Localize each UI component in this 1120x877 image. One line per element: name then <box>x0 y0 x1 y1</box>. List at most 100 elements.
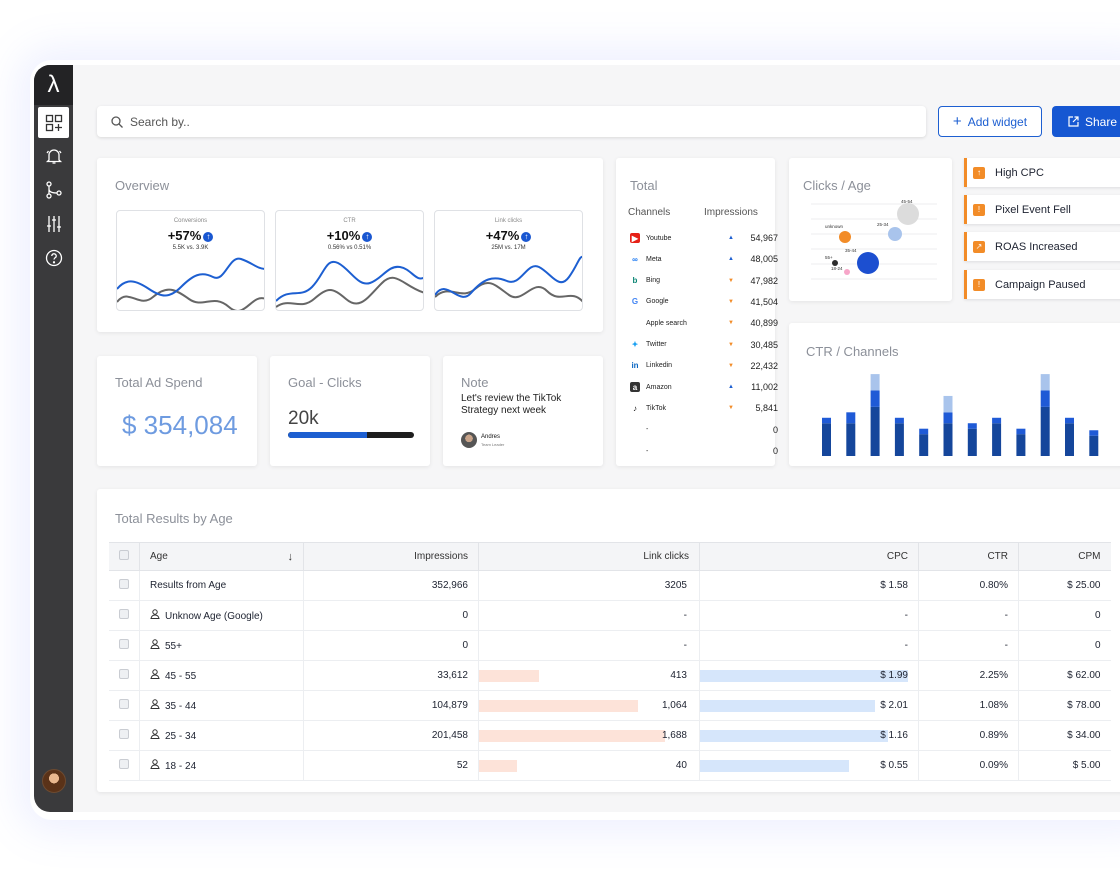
ctr-bar-segment[interactable] <box>1040 406 1050 456</box>
ctr-bar-segment[interactable] <box>1016 428 1026 435</box>
ctr-bar-segment[interactable] <box>943 412 953 424</box>
row-checkbox[interactable] <box>119 669 129 679</box>
channel-row[interactable]: Apple search ▼ 40,899 <box>630 316 778 330</box>
ctr-bar-segment[interactable] <box>919 434 929 456</box>
row-checkbox[interactable] <box>119 729 129 739</box>
ctr-bar-segment[interactable] <box>870 390 880 407</box>
row-checkbox[interactable] <box>119 609 129 619</box>
help-icon[interactable] <box>43 247 64 268</box>
dashboard-add-icon[interactable] <box>38 107 69 138</box>
table-row[interactable]: 35 - 44 104,879 1,064 $ 2.01 1.08% $ 78.00 <box>109 690 1111 721</box>
search-input[interactable] <box>130 114 730 129</box>
ctr-bar-segment[interactable] <box>1065 423 1074 456</box>
age-cell: 18 - 24 <box>139 750 304 781</box>
row-checkbox[interactable] <box>119 639 129 649</box>
ctr-card[interactable]: CTR +10% ↑ 0.56% vs 0.51% <box>275 210 424 311</box>
ctr-bar-segment[interactable] <box>1065 417 1074 424</box>
sliders-icon[interactable] <box>43 213 64 234</box>
channel-row[interactable]: -0 <box>630 423 778 437</box>
cpc-value: $ 0.55 <box>880 760 908 771</box>
ctr-bar-segment[interactable] <box>1016 434 1026 456</box>
ctr-bar-segment[interactable] <box>1040 390 1050 407</box>
ctr-sparkline <box>276 260 423 308</box>
user-avatar[interactable] <box>42 769 66 793</box>
ctr-bar-segment[interactable] <box>822 417 831 424</box>
arrow-up-icon: ↑ <box>973 166 985 179</box>
ctr-bar-segment[interactable] <box>846 423 856 456</box>
impressions-header[interactable]: Impressions <box>303 542 479 571</box>
cpm-header[interactable]: CPM <box>1018 542 1111 571</box>
ctr-bar-segment[interactable] <box>943 423 953 456</box>
trend-down-icon: ▼ <box>728 405 734 412</box>
table-row[interactable]: 18 - 24 52 40 $ 0.55 0.09% $ 5.00 <box>109 750 1111 781</box>
ctr-bar-segment[interactable] <box>1040 374 1050 391</box>
row-checkbox[interactable] <box>119 759 129 769</box>
ctr-bar-segment[interactable] <box>1089 435 1099 456</box>
flow-icon[interactable] <box>43 179 64 200</box>
channel-row[interactable]: b Bing ▼ 47,982 <box>630 274 778 288</box>
age-cell: Results from Age <box>139 570 304 601</box>
table-row[interactable]: 45 - 55 33,612 413 $ 1.99 2.25% $ 62.00 <box>109 660 1111 691</box>
age-header[interactable]: Age ↓ <box>139 542 304 571</box>
channel-row[interactable]: ♪ TikTok ▼ 5,841 <box>630 401 778 415</box>
ctr-bar-segment[interactable] <box>846 412 856 424</box>
channel-row[interactable]: ▶ Youtube ▲ 54,967 <box>630 231 778 245</box>
channel-row[interactable]: in Linkedin ▼ 22,432 <box>630 359 778 373</box>
note-card[interactable]: Note Let's review the TikTok Strategy ne… <box>443 356 603 466</box>
ctr-bar-segment[interactable] <box>1089 430 1099 436</box>
age-cell: 35 - 44 <box>139 690 304 721</box>
clicks-age-card[interactable]: Clicks / Age 45-54 unknown 25-34 35-44 5… <box>789 158 952 301</box>
conversions-card[interactable]: Conversions +57% ↑ 5.5K vs. 3.9K <box>116 210 265 311</box>
table-row[interactable]: Unknow Age (Google) 0- - -0 <box>109 600 1111 631</box>
age-label: 35 - 44 <box>165 701 197 712</box>
channel-row[interactable]: ∞ Meta ▲ 48,005 <box>630 252 778 266</box>
ctr-header[interactable]: CTR <box>918 542 1019 571</box>
ctr-bar-segment[interactable] <box>894 423 904 456</box>
ctr-bar-segment[interactable] <box>967 428 977 456</box>
share-icon <box>1068 116 1079 127</box>
cpc-cell: $ 1.16 <box>699 720 919 751</box>
alert-campaign-paused[interactable]: ! Campaign Paused <box>964 270 1120 299</box>
ctr-bar-segment[interactable] <box>870 374 880 391</box>
impressions-cell: 0 <box>303 630 479 661</box>
ctr-bar-segment[interactable] <box>894 417 904 424</box>
ctr-bar-segment[interactable] <box>870 406 880 456</box>
ctr-bar-segment[interactable] <box>943 395 953 413</box>
bell-icon[interactable] <box>43 145 64 166</box>
link-clicks-header[interactable]: Link clicks <box>478 542 700 571</box>
alert-label: Pixel Event Fell <box>995 203 1071 216</box>
ctr-channels-title: CTR / Channels <box>806 344 899 359</box>
goal-clicks-card[interactable]: Goal - Clicks 20k <box>270 356 430 466</box>
ctr-bar-segment[interactable] <box>992 417 1002 424</box>
add-widget-button[interactable]: + Add widget <box>938 106 1042 137</box>
row-checkbox[interactable] <box>119 579 129 589</box>
channel-row[interactable]: ✦ Twitter ▼ 30,485 <box>630 338 778 352</box>
table-row[interactable]: 55+ 0- - -0 <box>109 630 1111 661</box>
channel-row[interactable]: G Google ▼ 41,504 <box>630 295 778 309</box>
ctr-bar-segment[interactable] <box>919 428 929 435</box>
warning-icon: ! <box>973 278 985 291</box>
cpc-cell: - <box>699 630 919 661</box>
ctr-bar-segment[interactable] <box>822 423 831 456</box>
select-all-checkbox[interactable] <box>119 550 129 560</box>
table-row[interactable]: 25 - 34 201,458 1,688 $ 1.16 0.89% $ 34.00 <box>109 720 1111 751</box>
alert-pixel-event[interactable]: ! Pixel Event Fell <box>964 195 1120 224</box>
channel-row[interactable]: -0 <box>630 444 778 458</box>
channel-name: - <box>646 447 649 455</box>
link-clicks-card[interactable]: Link clicks +47% ↑ 25M vs. 17M <box>434 210 583 311</box>
channel-row[interactable]: a Amazon ▲ 11,002 <box>630 380 778 394</box>
alert-high-cpc[interactable]: ↑ High CPC <box>964 158 1120 187</box>
channel-name: Amazon <box>646 383 672 391</box>
cpc-header[interactable]: CPC <box>699 542 919 571</box>
ctr-channels-card[interactable]: CTR / Channels <box>789 323 1120 466</box>
trend-up-icon: ↗ <box>973 240 985 253</box>
total-ad-spend-card[interactable]: Total Ad Spend $ 354,084 <box>97 356 257 466</box>
share-button[interactable]: Share <box>1052 106 1120 137</box>
ctr-bar-segment[interactable] <box>992 423 1002 456</box>
ctr-bar-segment[interactable] <box>967 423 977 429</box>
table-row[interactable]: Results from Age 352,966 3205 $ 1.58 0.80% $ … <box>109 570 1111 601</box>
alert-roas-increased[interactable]: ↗ ROAS Increased <box>964 232 1120 261</box>
row-checkbox[interactable] <box>119 699 129 709</box>
search-bar[interactable] <box>97 106 926 137</box>
trend-up-icon: ▲ <box>728 384 734 391</box>
